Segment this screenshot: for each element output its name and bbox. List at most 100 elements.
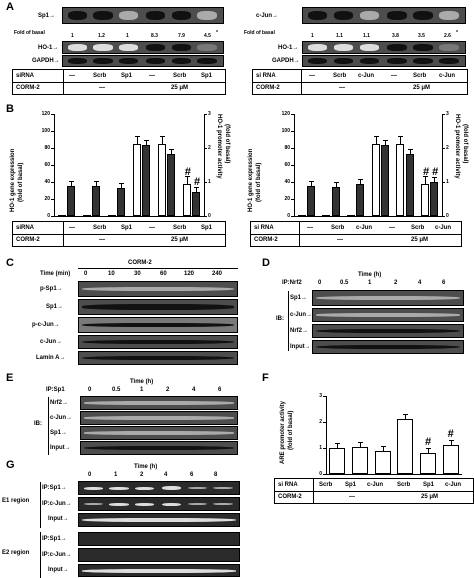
y-tick-label: 2 xyxy=(319,419,322,425)
hash-mark: # xyxy=(432,166,439,178)
treatment-table-b-right: si RNA CORM-2 — Scrb c-Jun — Scrb c-Jun … xyxy=(250,221,462,247)
panel-e: Time (h) IP:Sp1 0 0.5 1 2 4 6 IB: Nrf2 c… xyxy=(0,373,245,458)
error-cap xyxy=(358,178,364,180)
e-row-label-0: Nrf2 xyxy=(50,400,68,407)
blot-label-sp1: Sp1 xyxy=(38,13,55,20)
error-bar xyxy=(400,135,402,144)
blot-e-row-1 xyxy=(80,411,238,425)
error-cap xyxy=(407,148,413,150)
bar-white xyxy=(322,215,331,218)
fold-values: 1 1.2 1 8.3 7.9 4.5 * xyxy=(71,30,218,39)
error-bar xyxy=(375,135,377,144)
panel-label-g: G xyxy=(6,459,15,471)
blot-g-e1-row-1 xyxy=(78,497,240,511)
error-bar xyxy=(428,448,429,454)
y-tick-right xyxy=(204,182,207,183)
y-tick-left xyxy=(291,216,294,217)
y-tick-label-left: 0 xyxy=(47,213,50,219)
panel-label-b: B xyxy=(6,103,14,115)
blot-ho1 xyxy=(302,41,466,54)
g-e2-row-label-0: IP:Sp1 xyxy=(42,536,67,543)
bar-black xyxy=(142,145,151,216)
blot-d-row-0 xyxy=(312,290,464,306)
error-bar xyxy=(335,182,337,188)
panel-label-d: D xyxy=(262,257,270,269)
error-cap xyxy=(448,440,454,442)
error-bar xyxy=(146,140,148,146)
c-time-label: Time (min) xyxy=(40,271,71,277)
blot-cjun xyxy=(302,7,466,24)
error-bar xyxy=(405,414,407,420)
bar-white xyxy=(132,143,141,216)
chart-area-b-left: 0 20 40 60 80 100 120 0 1 2 3 # # xyxy=(40,111,211,219)
y-tick-label-right: 2 xyxy=(446,145,449,151)
x-axis xyxy=(326,474,462,475)
error-bar xyxy=(161,135,163,144)
error-cap xyxy=(423,175,429,177)
error-cap xyxy=(403,414,409,416)
y-tick-left xyxy=(51,216,54,217)
blot-g-e2-row-1 xyxy=(78,548,240,562)
bar-black xyxy=(306,186,315,216)
c-row-label-0: p-Sp1 xyxy=(40,286,63,293)
panel-b-left: HO-1 gene expression (fold of basal) 0 20… xyxy=(0,100,238,255)
y-tick xyxy=(323,474,326,475)
bar-black xyxy=(92,186,101,216)
y-tick-label: 1 xyxy=(319,445,322,451)
bar-black xyxy=(405,153,414,216)
y-tick-label-right: 3 xyxy=(208,111,211,117)
g-e2-row-label-2: Input xyxy=(48,567,69,574)
blot-label-cjun: c-Jun xyxy=(256,13,278,20)
panel-a-right: c-Jun Fold of basal 1 1.1 1.1 3.8 3.5 2.… xyxy=(242,0,472,100)
bar-white xyxy=(374,450,391,474)
panel-label-c: C xyxy=(6,257,14,269)
chart-area-f: 0 1 2 3 # # xyxy=(314,393,464,477)
y-tick-label-left: 120 xyxy=(41,111,50,117)
error-cap xyxy=(69,181,75,183)
error-bar xyxy=(96,181,98,187)
y-tick-right xyxy=(442,114,445,115)
d-ib-label: IB: xyxy=(276,316,284,322)
bar-white xyxy=(397,419,414,474)
bar-black xyxy=(167,153,176,216)
blot-e-row-3 xyxy=(80,441,238,455)
y-tick-right xyxy=(442,182,445,183)
bar-white xyxy=(157,143,166,216)
g-e2-row-label-1: IP:c-Jun xyxy=(42,552,72,559)
bar-white xyxy=(182,183,191,216)
y-tick-left xyxy=(291,114,294,115)
hash-mark: # xyxy=(194,176,201,189)
error-cap xyxy=(432,177,438,178)
x-axis xyxy=(294,216,442,217)
d-row-label-0: Sp1 xyxy=(290,295,307,302)
y-tick-label-left: 40 xyxy=(284,179,290,185)
d-ip-label: IP:Nrf2 xyxy=(282,280,302,286)
bar-black xyxy=(430,182,439,216)
c-row-label-1: Sp1 xyxy=(46,304,63,311)
y-tick-left xyxy=(51,114,54,115)
fold-label: Fold of basal xyxy=(244,30,275,36)
error-bar xyxy=(186,175,188,184)
error-bar xyxy=(425,175,427,184)
y-tick-label-left: 60 xyxy=(284,162,290,168)
y-tick-label-right: 3 xyxy=(446,111,449,117)
y-tick-label-left: 0 xyxy=(287,213,290,219)
blot-d-row-3 xyxy=(312,340,464,354)
bar-white xyxy=(57,215,66,218)
error-bar xyxy=(450,440,452,446)
y-axis-left xyxy=(294,114,295,216)
blot-c-row-2 xyxy=(78,317,238,333)
error-cap xyxy=(169,148,175,150)
g-time-label: Time (h) xyxy=(134,464,158,470)
y-tick xyxy=(323,396,326,397)
error-bar xyxy=(384,140,386,146)
e-ip-label: IP:Sp1 xyxy=(46,387,65,393)
blot-e-row-0 xyxy=(80,396,238,410)
blot-g-e2-row-0 xyxy=(78,532,240,546)
blot-ho1 xyxy=(62,41,224,54)
y-tick-right xyxy=(442,148,445,149)
bar-black xyxy=(67,186,76,216)
chart-area-b-right: 0 20 40 60 80 100 120 0 1 2 3 # # xyxy=(280,111,449,219)
y-tick-label-left: 40 xyxy=(44,179,50,185)
y-tick-label-right: 1 xyxy=(208,179,211,185)
